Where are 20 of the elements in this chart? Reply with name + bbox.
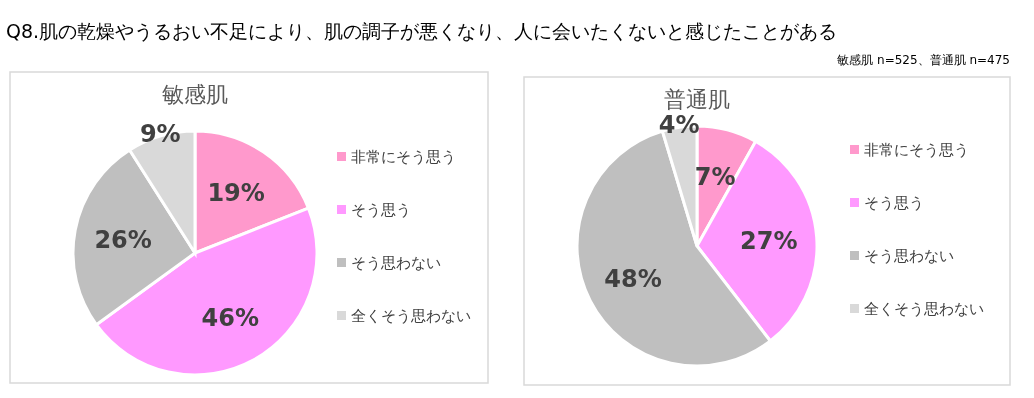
data-label: 26%: [94, 225, 152, 254]
data-label: 46%: [201, 303, 259, 332]
legend-label: 全くそう思わない: [351, 307, 471, 326]
data-label: 27%: [740, 227, 798, 256]
data-label: 9%: [139, 119, 181, 148]
data-label: 48%: [604, 265, 662, 294]
chart-title: 普通肌: [664, 87, 730, 112]
data-label: 4%: [658, 111, 700, 140]
legend-label: 全くそう思わない: [864, 300, 984, 319]
data-label: 19%: [207, 178, 265, 207]
text: 敏感肌 n=525、普通肌 n=475: [837, 53, 1010, 67]
legend-label: そう思う: [351, 201, 411, 220]
legend-label: そう思う: [864, 194, 924, 213]
chart-title: 敏感肌: [162, 82, 228, 107]
legend-label: そう思わない: [351, 254, 441, 273]
legend-label: 非常にそう思う: [351, 148, 456, 167]
legend-label: そう思わない: [864, 247, 954, 266]
data-label: 7%: [694, 162, 736, 191]
text: Q8.肌の乾燥やうるおい不足により、肌の調子が悪くなり、人に会いたくないと感じたことがある: [6, 20, 838, 42]
legend-label: 非常にそう思う: [864, 141, 969, 160]
